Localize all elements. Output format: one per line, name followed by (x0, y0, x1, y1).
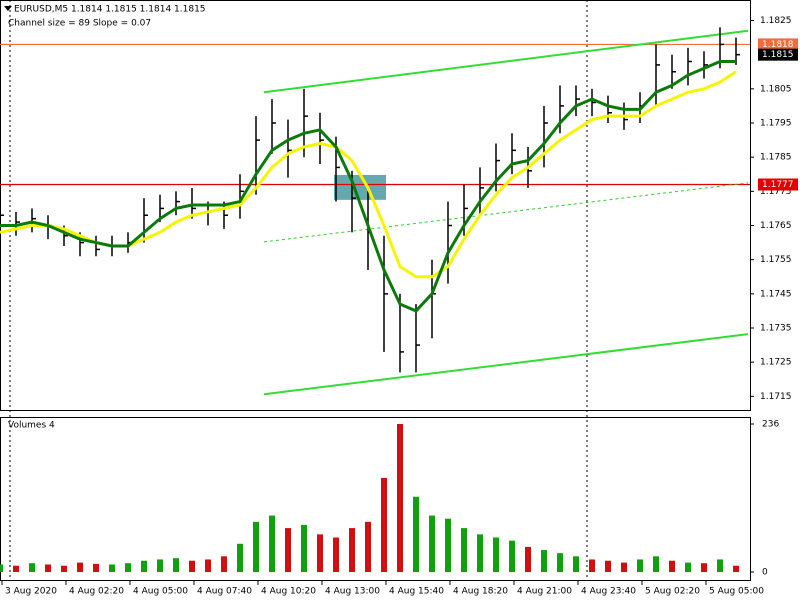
volume-bar (253, 521, 259, 572)
volume-bar (109, 564, 115, 572)
channel-line (263, 29, 749, 94)
x-tick-label: 4 Aug 18:20 (453, 587, 508, 597)
level-box (758, 38, 798, 51)
volume-bar (557, 553, 563, 572)
volume-bar (701, 563, 707, 572)
volume-bar (333, 537, 339, 572)
volume-bar (93, 563, 99, 572)
volume-bar (77, 562, 83, 572)
x-tick-label: 4 Aug 21:00 (517, 587, 572, 597)
volume-bar (237, 543, 243, 572)
x-tick-label: 4 Aug 10:20 (261, 587, 316, 597)
volume-bar (45, 564, 51, 572)
volume-bar (685, 562, 691, 572)
volume-bar (429, 515, 435, 572)
x-tick-label: 4 Aug 05:00 (133, 587, 188, 597)
volume-bar (605, 560, 611, 572)
x-tick-label: 5 Aug 02:20 (645, 587, 700, 597)
volume-bar (13, 565, 19, 572)
volume-frame (0, 417, 751, 581)
x-tick-label: 4 Aug 23:40 (581, 587, 636, 597)
volume-bar (573, 556, 579, 572)
chart-subtitle: Channel size = 89 Slope = 0.07 (8, 19, 151, 29)
volume-bar (189, 560, 195, 572)
volume-bar (173, 558, 179, 572)
volume-bar (509, 540, 515, 572)
volume-bar (157, 559, 163, 572)
y-tick-label: 1.1725 (760, 358, 792, 368)
y-tick-label: 1.1825 (760, 16, 792, 26)
volume-bar (61, 565, 67, 572)
volume-bar (525, 546, 531, 572)
volume-bar (125, 563, 131, 572)
volume-tick-label: 236 (762, 420, 779, 430)
y-tick-label: 1.1765 (760, 221, 792, 231)
volume-bar (301, 524, 307, 572)
level-label: 1.1818 (762, 40, 794, 50)
x-tick-label: 4 Aug 07:40 (197, 587, 252, 597)
volume-bar (477, 534, 483, 572)
y-tick-label: 1.1735 (760, 324, 792, 334)
volume-bar (349, 528, 355, 572)
volume-bar (733, 565, 739, 572)
y-tick-label: 1.1795 (760, 119, 792, 129)
x-tick-label: 4 Aug 02:20 (69, 587, 124, 597)
volume-bar (669, 560, 675, 572)
y-tick-label: 1.1755 (760, 255, 792, 265)
volume-bar (381, 477, 387, 572)
volume-bar (717, 559, 723, 572)
chart-title: EURUSD,M5 1.1814 1.1815 1.1814 1.1815 (14, 5, 206, 15)
x-tick-label: 3 Aug 2020 (5, 587, 57, 597)
volume-bar (461, 528, 467, 572)
x-tick-label: 4 Aug 15:40 (389, 587, 444, 597)
y-tick-label: 1.1715 (760, 392, 792, 402)
moving-average (0, 60, 736, 313)
volume-bar (141, 560, 147, 572)
level-box (758, 178, 798, 191)
volume-bar (0, 564, 3, 572)
volume-bar (653, 556, 659, 572)
volume-bar (621, 562, 627, 572)
volume-bar (317, 534, 323, 572)
volume-bar (221, 556, 227, 572)
volume-bar (445, 518, 451, 572)
volume-bar (589, 559, 595, 572)
volume-bar (365, 521, 371, 572)
volume-bar (205, 559, 211, 572)
volume-bar (637, 559, 643, 572)
y-tick-label: 1.1805 (760, 84, 792, 94)
y-tick-label: 1.1785 (760, 153, 792, 163)
channel-line (263, 333, 749, 396)
level-label: 1.1777 (762, 180, 794, 190)
volume-bar (285, 528, 291, 572)
volume-bar (413, 496, 419, 572)
volume-bar (493, 537, 499, 572)
menu-arrow (4, 6, 12, 11)
y-tick-label: 1.1745 (760, 289, 792, 299)
level-label: 1.1815 (762, 50, 794, 60)
zone (334, 174, 386, 200)
level-box (758, 48, 798, 61)
volume-tick-label: 0 (762, 568, 768, 578)
volume-title: Volumes 4 (8, 421, 55, 431)
volume-bar (541, 550, 547, 572)
x-tick-label: 5 Aug 05:00 (709, 587, 764, 597)
volume-bar (397, 424, 403, 572)
x-tick-label: 4 Aug 13:00 (325, 587, 380, 597)
y-tick-label: 1.1775 (760, 187, 792, 197)
volume-bar (29, 563, 35, 572)
volume-bar (269, 515, 275, 572)
